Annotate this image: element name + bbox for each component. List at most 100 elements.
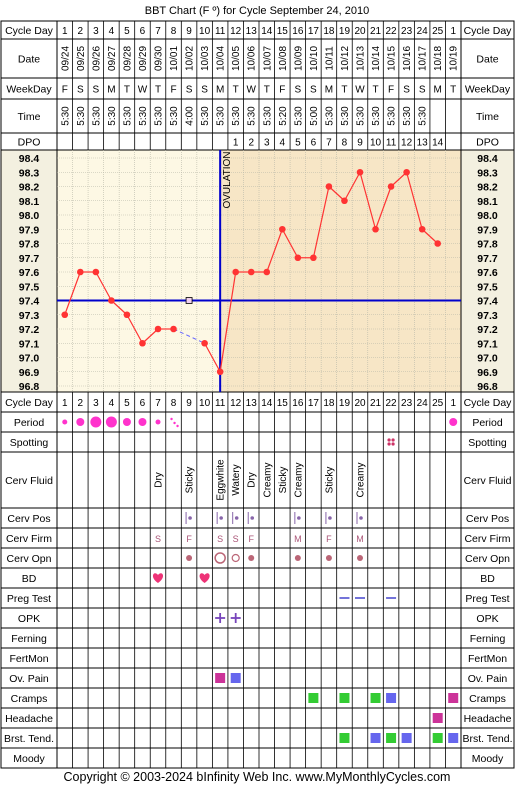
y-tick-right: 97.7 (477, 253, 498, 265)
weekday-cell: S (201, 85, 208, 96)
temp-point (387, 183, 395, 190)
temp-point (356, 168, 364, 176)
y-tick-left: 98.1 (19, 196, 40, 208)
temp-point (325, 183, 333, 190)
row-label-ferning-right: Ferning (470, 633, 506, 645)
weekday-cell: T (124, 85, 130, 96)
cerv-pos-dot (359, 516, 363, 520)
cycle-day-cell: 10 (199, 26, 211, 37)
row-label-headache-left: Headache (5, 713, 53, 725)
ovulation-label: OVULATION (222, 151, 233, 208)
date-cell: 10/09 (293, 46, 304, 71)
cycle-day-cell-bottom: 1 (450, 398, 456, 409)
weekday-cell: W (355, 85, 365, 96)
cerv-firm-m: M (294, 534, 302, 544)
cycle-day-cell: 8 (171, 26, 177, 37)
cycle-day-cell-bottom: 18 (323, 398, 335, 409)
temp-segment (359, 172, 377, 230)
date-cell: 10/08 (278, 46, 289, 71)
row-label-cycle_day-right: Cycle Day (464, 25, 513, 37)
weekday-cell: S (403, 85, 410, 96)
period-spot (176, 424, 179, 428)
headache-marker (432, 713, 443, 723)
date-cell: 10/16 (402, 46, 413, 71)
temp-point (263, 268, 271, 276)
row-label-opk-right: OPK (476, 613, 498, 625)
row-label-opk-left: OPK (18, 613, 40, 625)
temp-bridge (173, 328, 205, 344)
cycle-day-cell-bottom: 2 (78, 398, 84, 409)
weekday-cell: T (372, 85, 378, 96)
cerv-opn-ring (231, 553, 240, 563)
date-cell: 10/12 (340, 46, 351, 71)
temp-point (372, 225, 379, 233)
cerv-pos-dot (188, 516, 192, 520)
row-label-ov_pain-right: Ov. Pain (468, 673, 508, 685)
dpo-cell: 10 (370, 138, 382, 149)
cycle-day-cell: 6 (140, 26, 146, 37)
y-tick-left: 98.0 (19, 210, 40, 222)
time-cell: 5:30 (402, 106, 413, 126)
bd-heart-icon (152, 573, 164, 583)
y-tick-left: 97.8 (19, 239, 40, 251)
cerv-fluid-creamy: Creamy (356, 462, 367, 497)
cycle-day-cell: 18 (323, 26, 335, 37)
cramps-marker (308, 693, 319, 703)
row-label-weekday-left: WeekDay (6, 84, 52, 96)
row-label-cerv_firm-right: Cerv Firm (464, 533, 510, 545)
period-dot (105, 416, 117, 428)
date-cell: 09/25 (76, 46, 87, 71)
cycle-day-cell-bottom: 24 (417, 398, 429, 409)
cycle-day-cell: 17 (308, 26, 320, 37)
cycle-day-cell-bottom: 22 (386, 398, 398, 409)
cramps-marker (386, 693, 397, 703)
weekday-cell: M (216, 85, 224, 96)
cycle-day-cell-bottom: 17 (308, 398, 320, 409)
cerv-pos-dot (328, 516, 332, 520)
temp-segment (281, 228, 299, 259)
y-tick-left: 98.4 (19, 153, 40, 165)
cerv-fluid-sticky: Sticky (324, 467, 335, 494)
cycle-day-cell: 1 (450, 26, 456, 37)
row-label-headache-right: Headache (464, 713, 512, 725)
temp-segment (374, 186, 392, 230)
temp-segment (390, 171, 408, 187)
period-dot (122, 418, 131, 426)
row-label-time-right: Time (476, 111, 499, 123)
row-label-cerv_pos-left: Cerv Pos (7, 513, 50, 525)
y-tick-left: 98.2 (19, 182, 40, 194)
cerv-pos-dot (219, 516, 223, 520)
temp-segment (343, 171, 361, 202)
weekday-cell: F (170, 85, 176, 96)
cerv-opn-dot (294, 555, 301, 561)
cycle-day-cell-bottom: 5 (124, 398, 130, 409)
y-tick-left: 96.8 (19, 381, 40, 393)
cerv-pos-dot (250, 516, 255, 520)
temp-point (341, 197, 348, 205)
weekday-cell: T (341, 85, 347, 96)
cerv-fluid-creamy: Creamy (293, 462, 304, 497)
dpo-cell: 5 (295, 138, 301, 149)
brst-tend-marker (339, 733, 350, 743)
temp-point (123, 311, 131, 319)
cycle-day-cell: 23 (401, 26, 413, 37)
row-label-fertmon-left: FertMon (9, 653, 48, 665)
weekday-cell: W (138, 85, 148, 96)
date-cell: 09/24 (60, 46, 71, 71)
y-tick-left: 97.0 (19, 353, 40, 365)
date-cell: 10/17 (418, 46, 429, 71)
cycle-day-cell-bottom: 16 (292, 398, 304, 409)
weekday-cell: S (186, 85, 193, 96)
row-label-moody-left: Moody (13, 753, 45, 765)
time-cell: 5:30 (262, 106, 273, 126)
temp-segment (110, 300, 128, 316)
y-tick-right: 96.8 (477, 381, 498, 393)
cycle-day-cell-bottom: 9 (186, 398, 192, 409)
temp-point (294, 254, 302, 262)
cycle-day-cell: 2 (78, 26, 84, 37)
row-label-dpo-right: DPO (476, 137, 499, 149)
y-tick-right: 97.5 (477, 281, 498, 293)
temp-point (418, 225, 426, 233)
y-tick-left: 97.1 (19, 338, 40, 350)
